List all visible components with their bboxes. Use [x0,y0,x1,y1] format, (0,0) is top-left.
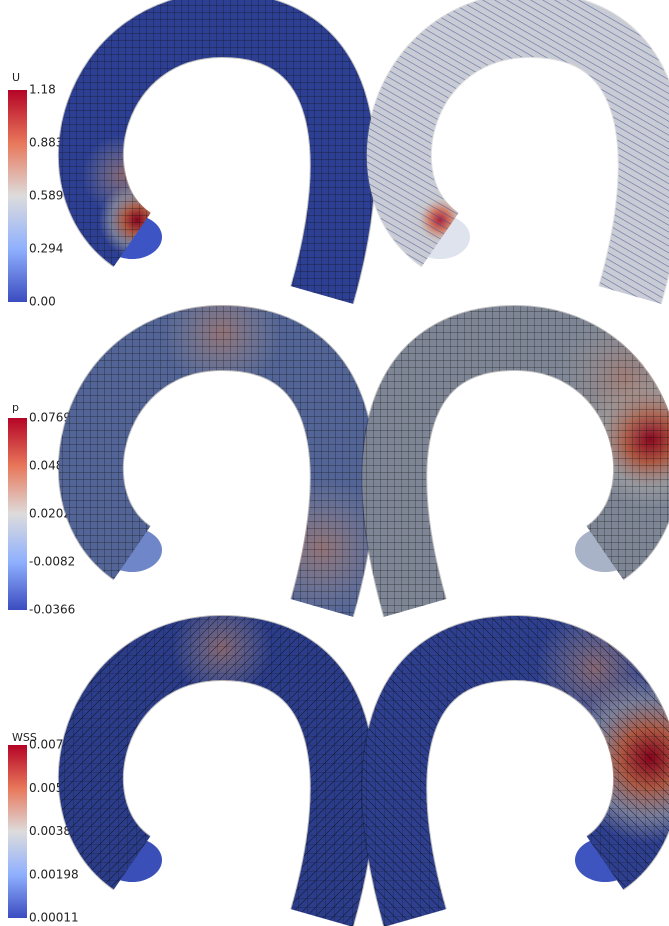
outline [57,0,376,305]
colorbar-title: p [12,401,19,414]
colorbar-tick-label: 0.0769 [29,411,71,425]
colorbar-tick-label: 0.294 [29,242,63,256]
mesh [58,615,375,926]
colorbar-tick-label: 0.00 [29,295,56,309]
aorta [361,304,669,618]
colorbar-tick-label: 1.18 [29,83,56,97]
colorbar-tick-label: 0.883 [29,136,63,150]
colorbar [8,745,27,918]
outline [361,304,669,618]
mesh [362,305,669,617]
outline [57,614,376,926]
colorbar-tick-label: 0.0202 [29,507,71,521]
colorbar-tick-label: -0.0366 [29,603,75,617]
outline [361,614,669,926]
colorbar-tick-label: 0.00198 [29,867,79,881]
aorta [57,273,392,618]
mesh [58,0,375,304]
aorta [365,0,669,305]
mesh [366,0,669,304]
colorbar-title: U [12,71,20,84]
colorbar [8,90,27,302]
aorta [361,608,669,926]
mesh [58,305,375,617]
colorbar-tick-label: -0.0082 [29,555,75,569]
colorbar-title: WSS [12,731,37,744]
colorbars: U1.180.8830.5890.2940.00p0.07690.04850.0… [8,71,79,925]
aorta [57,598,376,926]
renderings [57,0,669,926]
colorbar-tick-label: 0.589 [29,189,63,203]
colorbar [8,418,27,610]
mesh [362,615,669,926]
colorbar-tick-label: 0.00011 [29,911,79,925]
aorta [57,0,376,305]
outline [365,0,669,305]
outline [57,304,376,618]
colorbar-tick-label: 0.00385 [29,824,79,838]
